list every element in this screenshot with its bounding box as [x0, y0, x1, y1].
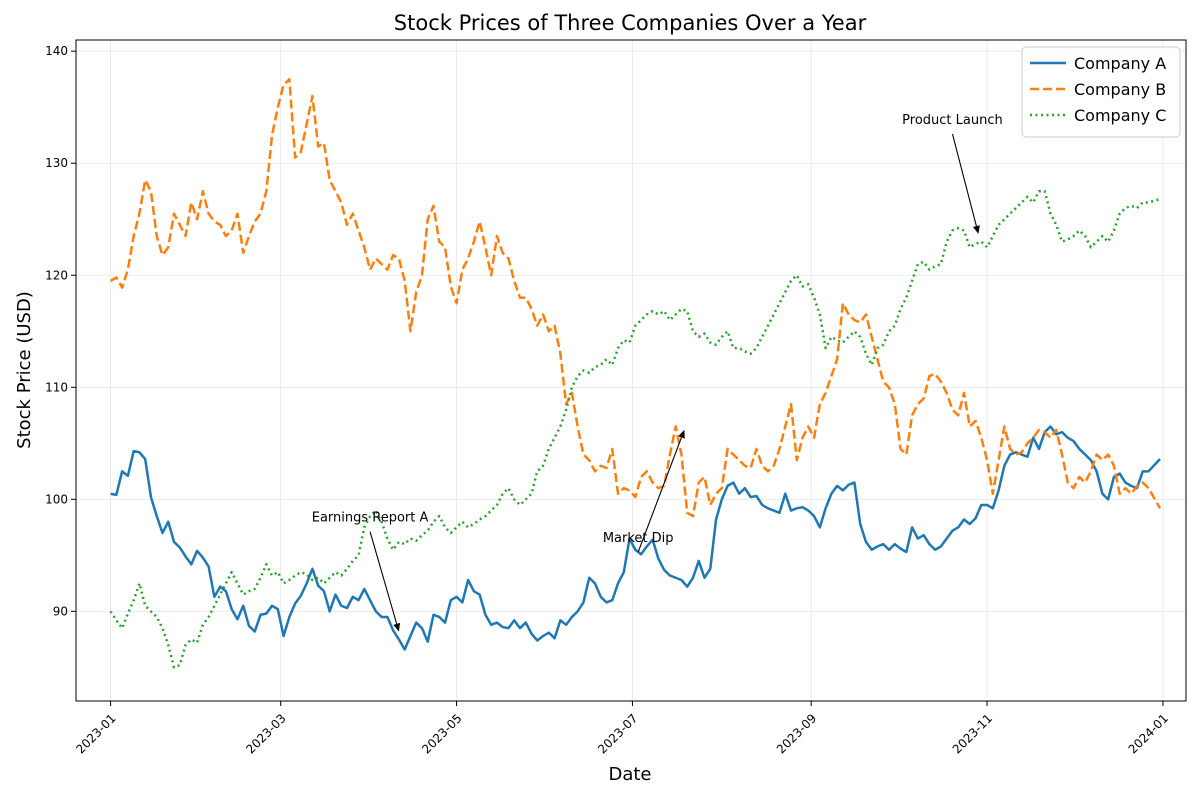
legend: Company A Company B Company C — [1021, 46, 1181, 138]
series-lines — [109, 77, 1162, 669]
y-tick-label: 90 — [53, 604, 68, 618]
annotation-label: Product Launch — [902, 113, 1003, 128]
annotation-arrowhead — [393, 622, 401, 632]
chart-title: Stock Prices of Three Companies Over a Y… — [394, 11, 867, 35]
annotation-arrow — [637, 437, 683, 553]
legend-label: Company A — [1074, 54, 1166, 73]
annotation-label: Market Dip — [603, 531, 674, 546]
y-tick-label: 130 — [45, 156, 68, 170]
series-line-1 — [110, 425, 1161, 651]
legend-box — [1021, 46, 1181, 138]
series-line-2 — [109, 77, 1162, 518]
annotation-label: Earnings Report A — [312, 511, 429, 526]
grid — [76, 40, 1186, 701]
series-line-3 — [109, 190, 1161, 669]
annotation-arrow — [369, 531, 398, 625]
y-tick-label: 100 — [45, 492, 68, 506]
legend-label: Company C — [1074, 106, 1166, 125]
annotation-arrow — [951, 133, 977, 227]
legend-label: Company B — [1074, 80, 1166, 99]
y-tick-label: 110 — [45, 380, 68, 394]
plot-frame — [75, 39, 1187, 702]
annotations: Earnings Report A Market Dip Product Launc… — [312, 113, 1003, 632]
y-tick-label: 140 — [45, 44, 68, 58]
annotation-arrowhead — [973, 225, 980, 234]
y-tick-label: 120 — [45, 268, 68, 282]
x-axis-label: Date — [608, 764, 651, 785]
y-axis-label: Stock Price (USD) — [14, 291, 35, 449]
annotation-arrowhead — [678, 429, 685, 439]
